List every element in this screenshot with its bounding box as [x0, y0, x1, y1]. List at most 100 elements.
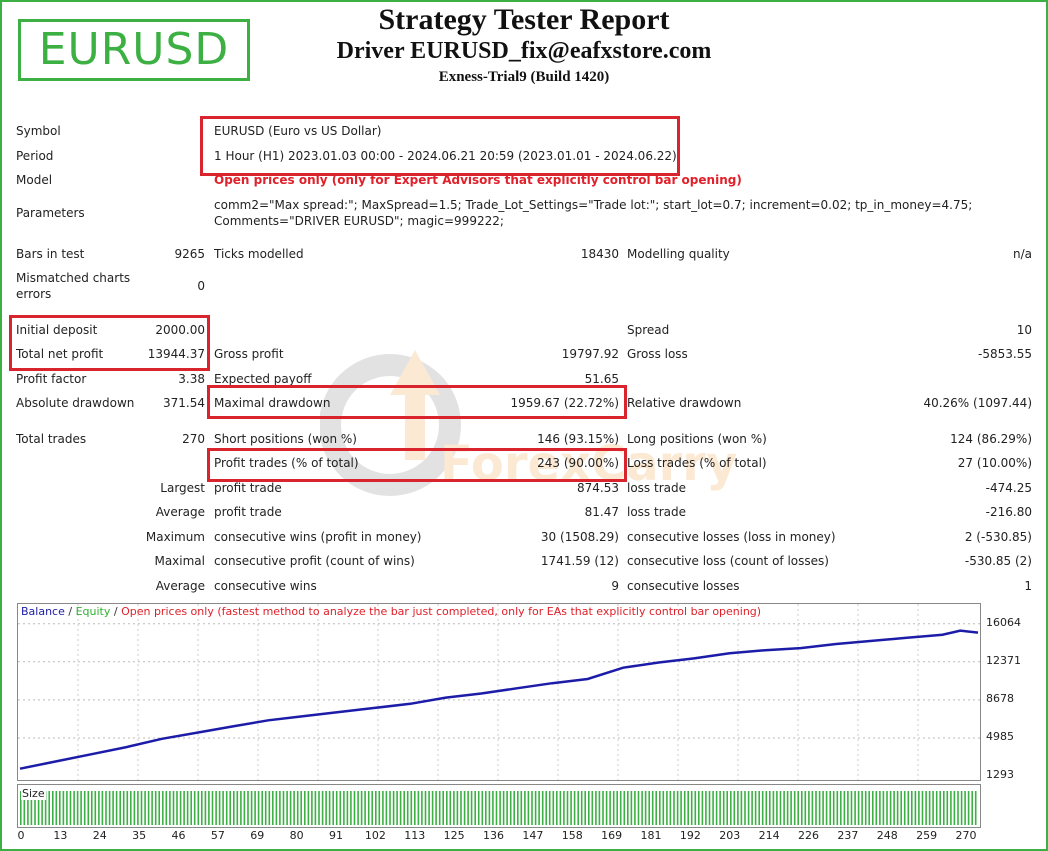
size-bar-mark	[399, 791, 402, 825]
expected-payoff-label: Expected payoff	[214, 372, 312, 386]
size-bar-mark	[573, 791, 576, 825]
size-bar-mark	[83, 791, 86, 825]
x-tick-label: 192	[679, 829, 701, 842]
size-bar-mark	[928, 791, 931, 825]
largest-label: Largest	[160, 481, 205, 495]
size-bar-mark	[197, 791, 200, 825]
avg-cons-losses-label: consecutive losses	[627, 579, 740, 593]
parameters-line-2: Comments="DRIVER EURUSD"; magic=999222;	[214, 214, 504, 228]
size-bar-mark	[761, 791, 764, 825]
total-trades-label: Total trades	[16, 432, 87, 446]
x-tick-label: 169	[601, 829, 623, 842]
size-bar-mark	[797, 791, 799, 825]
size-bar-mark	[712, 791, 714, 825]
x-tick-label: 91	[329, 829, 343, 842]
size-bar-mark	[332, 791, 334, 825]
size-bar-mark	[641, 791, 643, 825]
balance-chart-svg	[18, 604, 980, 780]
gross-loss-label: Gross loss	[627, 347, 688, 361]
size-bar-mark	[751, 791, 753, 825]
size-bar-mark	[169, 791, 171, 825]
size-bar-mark	[389, 791, 391, 825]
deposit-profit-highlight	[9, 315, 210, 371]
size-bar-mark	[133, 791, 136, 825]
size-bar-mark	[552, 791, 555, 825]
size-bar-mark	[637, 791, 640, 825]
size-bar-mark	[179, 791, 182, 825]
size-bar-mark	[605, 791, 608, 825]
size-bar-mark	[23, 791, 26, 825]
size-bar-mark	[680, 791, 682, 825]
short-positions-value: 146 (93.15%)	[537, 432, 619, 446]
size-bar-mark	[48, 791, 50, 825]
size-bar-mark	[776, 791, 778, 825]
size-bar-mark	[307, 791, 310, 825]
gross-profit-value: 19797.92	[561, 347, 619, 361]
x-tick-label: 57	[210, 829, 225, 842]
deposit-value: 2000.00	[155, 323, 205, 337]
size-bar-mark	[737, 791, 739, 825]
period-label: Period	[16, 149, 54, 163]
size-bar-mark	[204, 791, 207, 825]
size-bar-mark	[914, 791, 917, 825]
x-tick-label: 248	[876, 829, 898, 842]
size-bar-mark	[687, 791, 689, 825]
profit-factor-value: 3.38	[178, 372, 205, 386]
y-tick-label: 1293	[986, 768, 1014, 781]
mismatch-label-1: Mismatched charts	[16, 271, 131, 285]
size-bar-mark	[534, 791, 537, 825]
size-bar-mark	[495, 791, 498, 825]
size-bar-mark	[580, 791, 583, 825]
size-bar-mark	[907, 791, 910, 825]
size-bar-mark	[130, 791, 132, 825]
size-bar-mark	[396, 791, 398, 825]
size-bar-mark	[541, 791, 544, 825]
size-bar-mark	[932, 791, 934, 825]
bars-label: Bars in test	[16, 247, 85, 261]
size-bar-mark	[513, 791, 515, 825]
size-bar-mark	[20, 791, 22, 825]
size-bar-mark	[80, 791, 82, 825]
size-bar-mark	[453, 791, 455, 825]
size-bar-mark	[911, 791, 913, 825]
size-bar-mark	[829, 791, 831, 825]
size-bar-mark	[971, 791, 973, 825]
legend-equity: Equity	[75, 605, 111, 618]
size-bar-mark	[701, 791, 704, 825]
size-bar-mark	[726, 791, 728, 825]
profit-factor-label: Profit factor	[16, 372, 87, 386]
size-bar-mark	[847, 791, 849, 825]
avg-profit-value: 81.47	[584, 505, 619, 519]
size-bar-mark	[463, 791, 466, 825]
size-bar-mark	[730, 791, 732, 825]
maximal-loss-value: -530.85 (2)	[964, 554, 1032, 568]
size-bar-mark	[683, 791, 686, 825]
size-bar-mark	[666, 791, 668, 825]
size-bar-mark	[52, 791, 54, 825]
size-bar-mark	[740, 791, 743, 825]
size-bar-mark	[335, 791, 338, 825]
size-bar-mark	[524, 791, 526, 825]
size-bar-mark	[935, 791, 938, 825]
size-bar-mark	[225, 791, 228, 825]
size-bar-mark	[964, 791, 966, 825]
size-bar-mark	[822, 791, 824, 825]
size-bar-mark	[364, 791, 366, 825]
x-tick-label: 102	[364, 829, 386, 842]
size-bar-mark	[119, 791, 121, 825]
size-bar-mark	[137, 791, 139, 825]
size-bar-mark	[304, 791, 306, 825]
size-bar-mark	[861, 791, 863, 825]
symbol-value: EURUSD (Euro vs US Dollar)	[214, 124, 382, 138]
maximal-profit-label: consecutive profit (count of wins)	[214, 554, 415, 568]
size-bar-mark	[343, 791, 345, 825]
size-bar-mark	[73, 791, 75, 825]
size-bar-mark	[527, 791, 530, 825]
size-bar-mark	[889, 791, 892, 825]
legend-note: Open prices only (fastest method to anal…	[121, 605, 762, 618]
profit-trades-highlight	[207, 448, 627, 482]
size-bar-mark	[378, 791, 381, 825]
x-tick-label: 147	[522, 829, 544, 842]
size-bar-mark	[893, 791, 895, 825]
abs-drawdown-value: 371.54	[163, 396, 205, 410]
